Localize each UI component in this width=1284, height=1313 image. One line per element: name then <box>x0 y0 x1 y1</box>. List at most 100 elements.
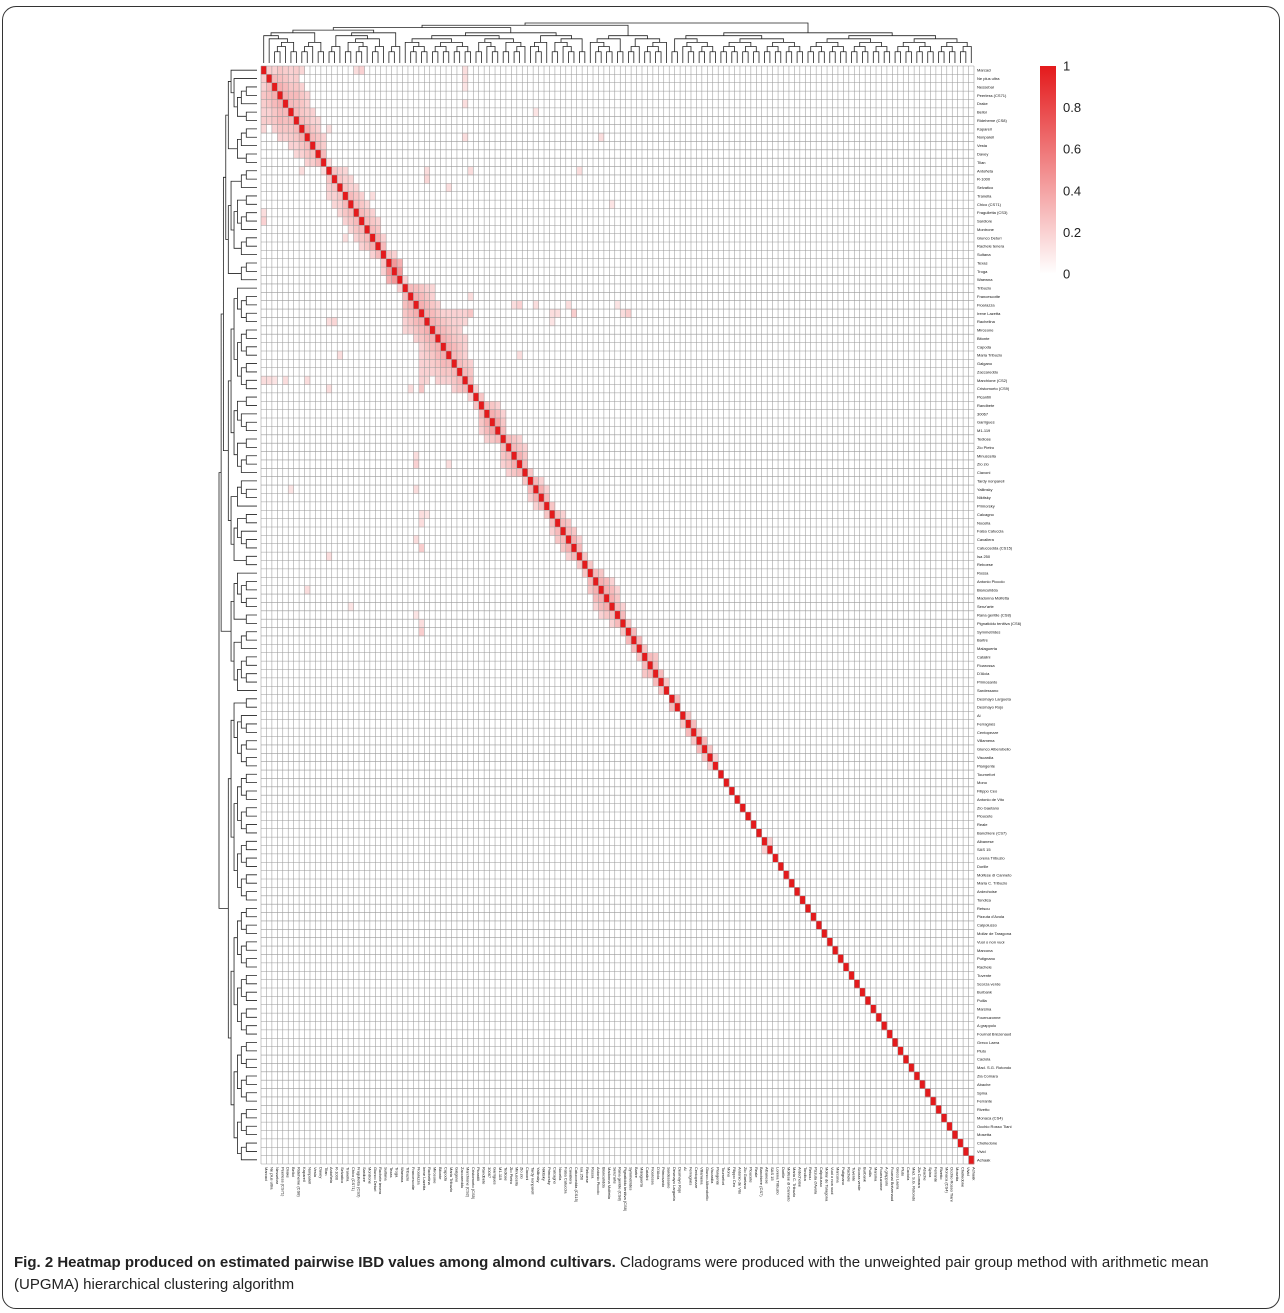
heatmap-cell <box>565 535 572 545</box>
heatmap-cell <box>533 493 539 503</box>
heatmap-cell <box>331 317 338 327</box>
row-label: Pizzuta d'Avola <box>977 914 1005 919</box>
heatmap-cell <box>571 535 577 545</box>
heatmap-cell <box>282 376 289 385</box>
row-label: Minuscella <box>977 453 997 458</box>
heatmap-cell <box>462 359 469 369</box>
heatmap-cell <box>429 309 436 318</box>
heatmap-cell <box>462 309 469 318</box>
row-label: Molfese di Canneto <box>977 872 1012 877</box>
heatmap-cell <box>756 828 763 838</box>
heatmap-cell <box>456 367 463 377</box>
row-label: Vuoi o non vuoi <box>977 939 1005 944</box>
heatmap-cell <box>761 845 768 855</box>
heatmap-cell <box>435 334 441 343</box>
column-label: SAS 15 <box>770 1167 775 1181</box>
heatmap-cell <box>652 652 659 662</box>
column-label: Drake <box>286 1167 291 1178</box>
heatmap-cell <box>620 309 626 318</box>
heatmap-cell <box>467 292 474 301</box>
heatmap-cell <box>440 309 447 318</box>
heatmap-cell <box>603 594 610 603</box>
heatmap-cell <box>652 661 659 670</box>
heatmap-cell <box>435 309 441 318</box>
heatmap-cell <box>609 610 616 620</box>
heatmap-cell <box>690 736 697 746</box>
row-label: Tranella <box>977 193 992 198</box>
heatmap-cell <box>429 317 436 327</box>
heatmap-cell <box>353 225 360 234</box>
heatmap-cell <box>304 107 311 117</box>
heatmap-cell <box>603 585 610 595</box>
heatmap-cell <box>369 216 376 226</box>
row-label: Mirceone <box>977 328 994 333</box>
heatmap-cell <box>522 476 528 486</box>
row-label: Giunco Alberobello <box>977 747 1011 752</box>
heatmap-cell <box>778 862 784 871</box>
column-label: Giunco Alberobello <box>705 1167 710 1201</box>
heatmap-cell <box>293 99 300 109</box>
heatmap-cell <box>402 325 409 335</box>
heatmap-cell <box>571 543 577 553</box>
row-label: Fournuzonne <box>977 1015 1001 1020</box>
row-label: Rossa <box>977 571 989 576</box>
heatmap-cell <box>380 242 387 251</box>
heatmap-cell <box>614 594 621 603</box>
heatmap-cell <box>331 191 338 201</box>
column-label: Marchione (CS2) <box>465 1167 470 1198</box>
heatmap-cell <box>320 158 327 167</box>
heatmap-cell <box>369 225 376 234</box>
row-label: Senz'arte <box>977 604 995 609</box>
column-label: Puilla <box>868 1167 873 1178</box>
column-label: Zio zio <box>520 1167 525 1180</box>
heatmap-cell <box>299 66 305 75</box>
row-label: Zio Gaetano <box>977 805 1000 810</box>
heatmap-cell <box>440 334 447 343</box>
heatmap-cell <box>288 107 294 117</box>
column-label: Picantili <box>476 1167 481 1181</box>
heatmap-cell <box>446 359 452 369</box>
heatmap-cell <box>516 451 523 461</box>
heatmap-cell <box>271 74 278 84</box>
heatmap-cell <box>663 677 670 687</box>
heatmap-cell <box>418 359 425 369</box>
heatmap-cell <box>511 300 518 310</box>
heatmap-cell <box>424 300 431 310</box>
row-label: SAS 15 <box>977 847 991 852</box>
heatmap-cell <box>342 233 349 243</box>
heatmap-cell <box>413 317 420 327</box>
row-label: Marsina <box>977 1006 992 1011</box>
heatmap-cell <box>446 342 452 352</box>
heatmap-cell <box>462 317 469 327</box>
column-label: Tondica <box>803 1167 808 1182</box>
heatmap-cell <box>462 66 469 75</box>
heatmap-cell <box>446 309 452 318</box>
heatmap-cell <box>870 1004 877 1014</box>
heatmap-cell <box>647 652 654 662</box>
heatmap-cell <box>952 1130 958 1140</box>
heatmap-cell <box>326 183 333 193</box>
column-label: Nocella <box>558 1167 563 1181</box>
heatmap-cell <box>560 535 567 545</box>
heatmap-cell <box>522 459 528 469</box>
heatmap-cell <box>821 929 828 938</box>
row-label: Falsa Catuccia <box>977 529 1004 534</box>
heatmap-cell <box>456 334 463 343</box>
heatmap-cell <box>326 174 333 184</box>
heatmap-cell <box>805 904 812 913</box>
heatmap-cell <box>456 317 463 327</box>
row-label: Garrigues <box>977 420 995 425</box>
heatmap-cell <box>446 325 452 335</box>
heatmap-cell <box>881 1021 888 1031</box>
heatmap-cell <box>375 216 382 226</box>
heatmap-cell <box>413 283 420 293</box>
row-label: Piangente <box>977 763 996 768</box>
heatmap-cell <box>391 258 398 268</box>
heatmap-cell <box>522 451 528 461</box>
column-label: Bianculidda <box>601 1167 606 1188</box>
heatmap-cell <box>353 66 360 75</box>
heatmap-cell <box>413 334 420 343</box>
row-label: Fragulletta (CS3) <box>977 210 1008 215</box>
heatmap-cell <box>576 552 583 561</box>
column-label: Zia Comara <box>917 1167 922 1189</box>
